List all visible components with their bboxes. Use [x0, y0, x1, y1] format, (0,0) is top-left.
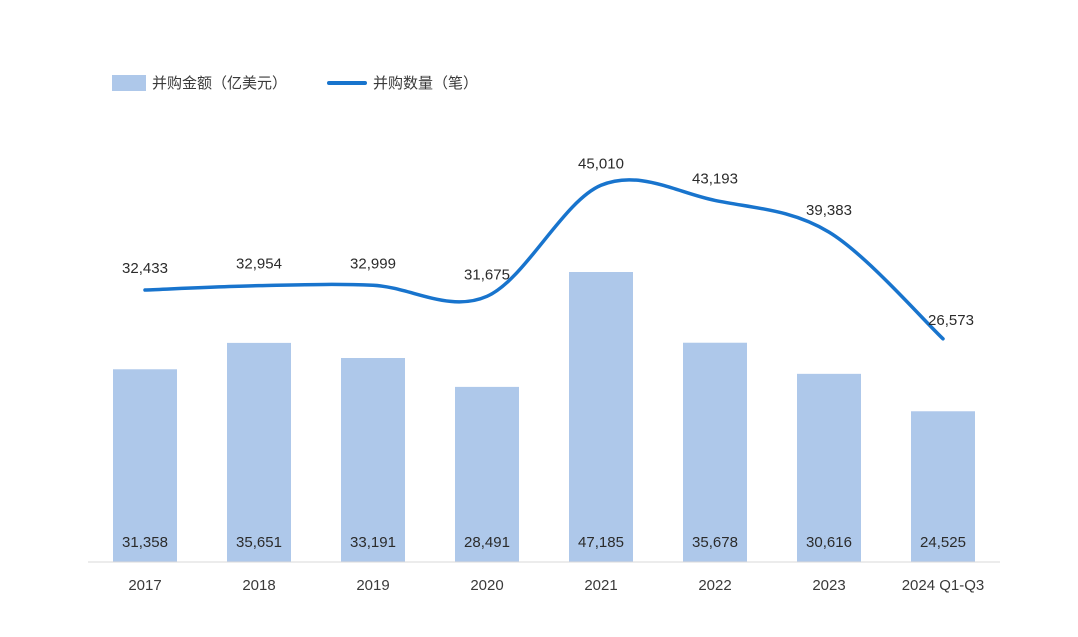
bar-data-label: 47,185	[578, 534, 624, 551]
bar-data-label: 35,651	[236, 534, 282, 551]
x-tick-label: 2023	[812, 577, 845, 594]
line-data-label: 31,675	[464, 266, 510, 283]
bar-2021	[569, 272, 633, 562]
bar-data-label: 24,525	[920, 534, 966, 551]
legend-label-count: 并购数量（笔）	[373, 74, 479, 92]
line-data-label: 32,954	[236, 256, 282, 273]
legend-swatch-bar	[112, 74, 146, 91]
chart-legend: 并购金额（亿美元） 并购数量（笔）	[112, 72, 478, 93]
x-tick-label: 2024 Q1-Q3	[902, 577, 985, 594]
bar-2020	[455, 386, 519, 562]
x-tick-label: 2020	[470, 577, 503, 594]
legend-item-count: 并购数量（笔）	[327, 72, 478, 93]
line-series-count	[143, 178, 945, 341]
x-tick-label: 2022	[698, 577, 731, 594]
legend-item-amount: 并购金额（亿美元）	[112, 72, 287, 93]
x-tick-label: 2021	[584, 577, 617, 594]
bar-data-label: 28,491	[464, 534, 510, 551]
line-data-label: 26,573	[928, 312, 974, 329]
line-data-label: 32,999	[350, 255, 396, 272]
bar-data-label: 30,616	[806, 534, 852, 551]
legend-label-amount: 并购金额（亿美元）	[152, 74, 288, 92]
x-tick-label: 2017	[128, 577, 161, 594]
x-tick-label: 2019	[356, 577, 389, 594]
bar-data-label: 31,358	[122, 534, 168, 551]
bar-data-label: 33,191	[350, 534, 396, 551]
legend-swatch-line	[327, 80, 368, 85]
line-data-label: 45,010	[578, 155, 624, 172]
bar-2017	[113, 369, 177, 562]
bar-2019	[341, 358, 405, 562]
bar-2022	[683, 342, 747, 562]
x-tick-label: 2018	[242, 577, 275, 594]
bar-2024 Q1-Q3	[911, 411, 975, 562]
line-data-label: 43,193	[692, 170, 738, 187]
bar-data-label: 35,678	[692, 534, 738, 551]
line-data-label: 32,433	[122, 260, 168, 277]
line-data-label: 39,383	[806, 202, 852, 219]
bar-2023	[797, 373, 861, 562]
bar-2018	[227, 342, 291, 562]
